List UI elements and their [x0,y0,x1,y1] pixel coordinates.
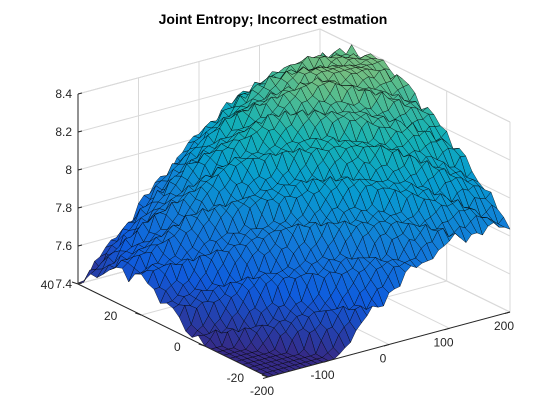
x-tick-label: -200 [250,384,274,398]
x-tick-label: 100 [433,335,453,349]
y-tick-mark [72,282,78,284]
z-tick-label: 7.4 [55,277,72,291]
y-tick-label: 0 [174,340,181,354]
z-tick-label: 7.6 [55,239,72,253]
x-tick-label: 0 [380,352,387,366]
z-tick-mark [78,169,82,170]
z-tick-mark [78,93,82,94]
z-tick-label: 8 [65,163,72,177]
z-tick-mark [78,245,82,246]
x-tick-mark [263,377,268,379]
z-tick-label: 7.8 [55,201,72,215]
y-tick-label: -20 [227,371,245,385]
x-tick-label: 200 [494,319,514,333]
x-tick-label: -100 [310,368,334,382]
z-tick-mark [78,207,82,208]
surface-plot [78,45,510,377]
z-tick-label: 8.4 [55,87,72,101]
y-tick-label: 40 [41,278,55,292]
y-tick-label: 20 [104,309,118,323]
z-tick-mark [78,131,82,132]
chart-title: Joint Entropy; Incorrect estmation [159,11,388,27]
z-tick-label: 8.2 [55,125,72,139]
